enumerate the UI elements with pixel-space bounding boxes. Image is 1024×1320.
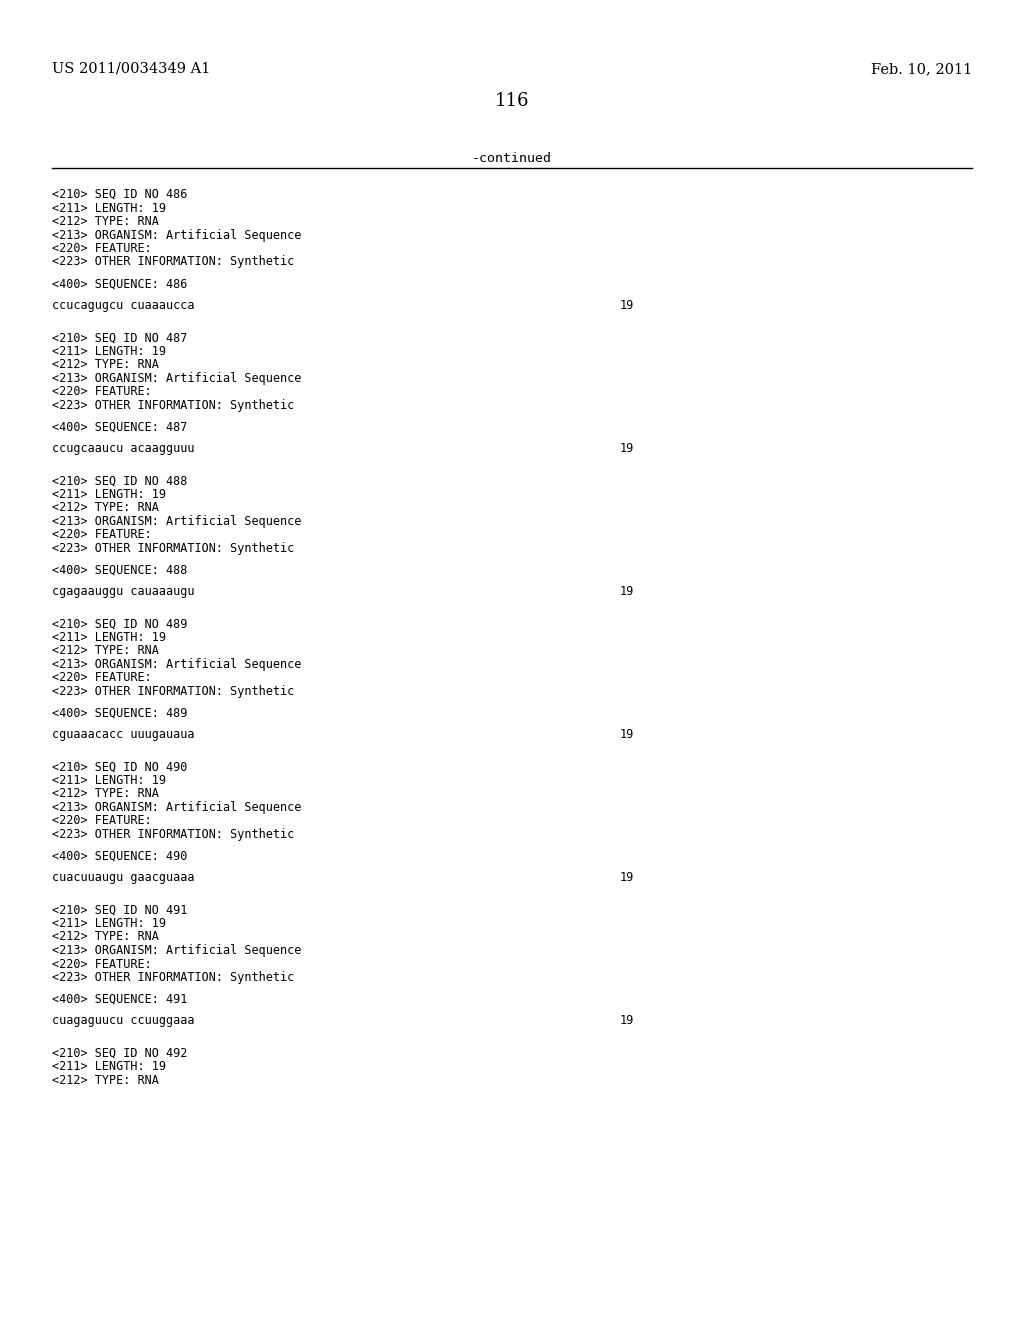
Text: <210> SEQ ID NO 490: <210> SEQ ID NO 490 — [52, 760, 187, 774]
Text: <400> SEQUENCE: 489: <400> SEQUENCE: 489 — [52, 706, 187, 719]
Text: cuagaguucu ccuuggaaa: cuagaguucu ccuuggaaa — [52, 1014, 195, 1027]
Text: 19: 19 — [620, 585, 634, 598]
Text: <400> SEQUENCE: 491: <400> SEQUENCE: 491 — [52, 993, 187, 1006]
Text: <223> OTHER INFORMATION: Synthetic: <223> OTHER INFORMATION: Synthetic — [52, 541, 294, 554]
Text: <213> ORGANISM: Artificial Sequence: <213> ORGANISM: Artificial Sequence — [52, 801, 301, 814]
Text: <400> SEQUENCE: 486: <400> SEQUENCE: 486 — [52, 277, 187, 290]
Text: cguaaacacc uuugauaua: cguaaacacc uuugauaua — [52, 729, 195, 741]
Text: <212> TYPE: RNA: <212> TYPE: RNA — [52, 215, 159, 228]
Text: 116: 116 — [495, 92, 529, 110]
Text: <210> SEQ ID NO 491: <210> SEQ ID NO 491 — [52, 903, 187, 916]
Text: <213> ORGANISM: Artificial Sequence: <213> ORGANISM: Artificial Sequence — [52, 228, 301, 242]
Text: US 2011/0034349 A1: US 2011/0034349 A1 — [52, 62, 210, 77]
Text: <212> TYPE: RNA: <212> TYPE: RNA — [52, 644, 159, 657]
Text: 19: 19 — [620, 442, 634, 455]
Text: <210> SEQ ID NO 489: <210> SEQ ID NO 489 — [52, 618, 187, 630]
Text: <400> SEQUENCE: 487: <400> SEQUENCE: 487 — [52, 420, 187, 433]
Text: <400> SEQUENCE: 490: <400> SEQUENCE: 490 — [52, 850, 187, 862]
Text: <210> SEQ ID NO 486: <210> SEQ ID NO 486 — [52, 187, 187, 201]
Text: <211> LENGTH: 19: <211> LENGTH: 19 — [52, 774, 166, 787]
Text: <210> SEQ ID NO 487: <210> SEQ ID NO 487 — [52, 331, 187, 345]
Text: <220> FEATURE:: <220> FEATURE: — [52, 672, 152, 684]
Text: 19: 19 — [620, 298, 634, 312]
Text: ccugcaaucu acaagguuu: ccugcaaucu acaagguuu — [52, 442, 195, 455]
Text: <210> SEQ ID NO 488: <210> SEQ ID NO 488 — [52, 474, 187, 487]
Text: cgagaauggu cauaaaugu: cgagaauggu cauaaaugu — [52, 585, 195, 598]
Text: <220> FEATURE:: <220> FEATURE: — [52, 528, 152, 541]
Text: <212> TYPE: RNA: <212> TYPE: RNA — [52, 358, 159, 371]
Text: 19: 19 — [620, 729, 634, 741]
Text: <223> OTHER INFORMATION: Synthetic: <223> OTHER INFORMATION: Synthetic — [52, 685, 294, 698]
Text: -continued: -continued — [472, 152, 552, 165]
Text: ccucagugcu cuaaaucca: ccucagugcu cuaaaucca — [52, 298, 195, 312]
Text: <212> TYPE: RNA: <212> TYPE: RNA — [52, 788, 159, 800]
Text: <213> ORGANISM: Artificial Sequence: <213> ORGANISM: Artificial Sequence — [52, 515, 301, 528]
Text: <220> FEATURE:: <220> FEATURE: — [52, 242, 152, 255]
Text: <220> FEATURE:: <220> FEATURE: — [52, 385, 152, 399]
Text: <212> TYPE: RNA: <212> TYPE: RNA — [52, 502, 159, 515]
Text: <220> FEATURE:: <220> FEATURE: — [52, 814, 152, 828]
Text: <211> LENGTH: 19: <211> LENGTH: 19 — [52, 487, 166, 500]
Text: <213> ORGANISM: Artificial Sequence: <213> ORGANISM: Artificial Sequence — [52, 372, 301, 384]
Text: <212> TYPE: RNA: <212> TYPE: RNA — [52, 1073, 159, 1086]
Text: <213> ORGANISM: Artificial Sequence: <213> ORGANISM: Artificial Sequence — [52, 657, 301, 671]
Text: <210> SEQ ID NO 492: <210> SEQ ID NO 492 — [52, 1047, 187, 1060]
Text: <400> SEQUENCE: 488: <400> SEQUENCE: 488 — [52, 564, 187, 577]
Text: <220> FEATURE:: <220> FEATURE: — [52, 957, 152, 970]
Text: <211> LENGTH: 19: <211> LENGTH: 19 — [52, 1060, 166, 1073]
Text: 19: 19 — [620, 1014, 634, 1027]
Text: <211> LENGTH: 19: <211> LENGTH: 19 — [52, 202, 166, 214]
Text: <223> OTHER INFORMATION: Synthetic: <223> OTHER INFORMATION: Synthetic — [52, 399, 294, 412]
Text: cuacuuaugu gaacguaaa: cuacuuaugu gaacguaaa — [52, 871, 195, 884]
Text: <213> ORGANISM: Artificial Sequence: <213> ORGANISM: Artificial Sequence — [52, 944, 301, 957]
Text: <223> OTHER INFORMATION: Synthetic: <223> OTHER INFORMATION: Synthetic — [52, 256, 294, 268]
Text: <211> LENGTH: 19: <211> LENGTH: 19 — [52, 917, 166, 931]
Text: 19: 19 — [620, 871, 634, 884]
Text: <212> TYPE: RNA: <212> TYPE: RNA — [52, 931, 159, 944]
Text: <211> LENGTH: 19: <211> LENGTH: 19 — [52, 345, 166, 358]
Text: <223> OTHER INFORMATION: Synthetic: <223> OTHER INFORMATION: Synthetic — [52, 972, 294, 983]
Text: <211> LENGTH: 19: <211> LENGTH: 19 — [52, 631, 166, 644]
Text: Feb. 10, 2011: Feb. 10, 2011 — [870, 62, 972, 77]
Text: <223> OTHER INFORMATION: Synthetic: <223> OTHER INFORMATION: Synthetic — [52, 828, 294, 841]
